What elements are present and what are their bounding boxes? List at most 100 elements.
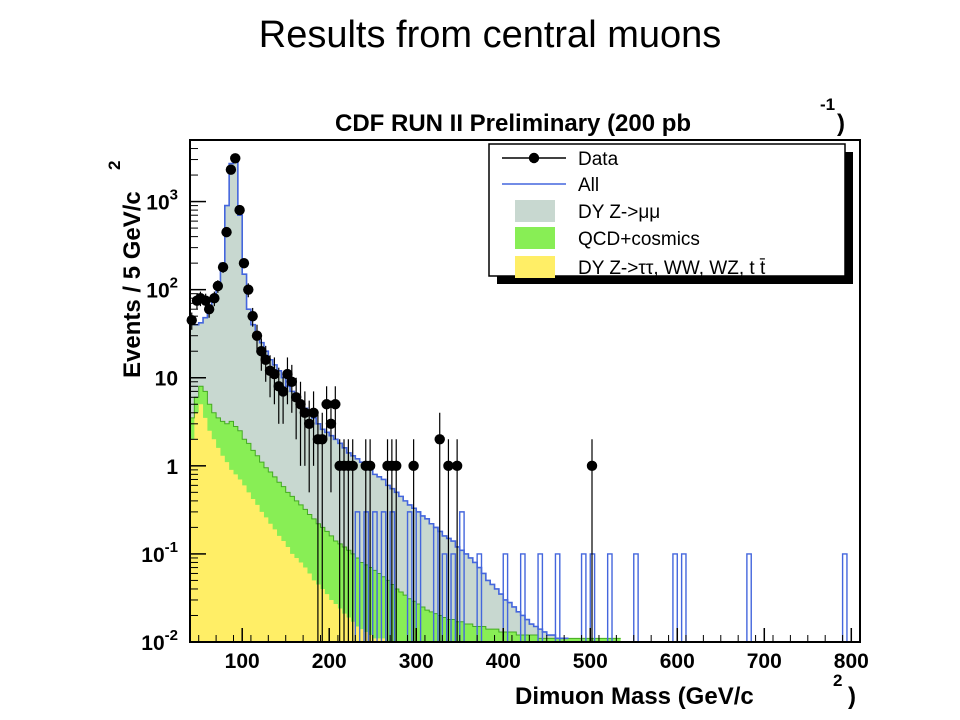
y-tick-label-base: 1 xyxy=(166,456,178,479)
data-point xyxy=(243,284,254,295)
data-point xyxy=(286,376,298,387)
all-spike-bin xyxy=(502,553,509,642)
data-point xyxy=(269,368,280,380)
x-tick-label: 100 xyxy=(225,650,260,673)
x-tick-label: 200 xyxy=(312,650,347,673)
y-tick-label-base: 10 xyxy=(146,192,169,215)
all-spike-bin xyxy=(633,553,639,642)
all-spike-bin xyxy=(406,511,413,642)
x-axis-label-text: Dimuon Mass (GeV/c xyxy=(515,683,754,710)
y-tick-label-exponent: 3 xyxy=(170,187,178,204)
y-tick-label: 10 xyxy=(155,368,178,391)
data-point xyxy=(451,460,463,472)
legend: Data All DY Z->μμ QCD+cosmics DY Z->ττ, WW, … xyxy=(488,143,853,284)
data-point xyxy=(260,354,271,365)
data-point xyxy=(434,434,445,445)
y-tick-label-base: 10 xyxy=(146,280,169,303)
y-axis-label-text: Events / 5 GeV/c xyxy=(119,191,146,378)
all-spike-bin xyxy=(519,553,526,642)
y-tick-label-exponent: -2 xyxy=(165,627,178,644)
legend-items: Data All DY Z->μμ QCD+cosmics DY Z->ττ, WW, … xyxy=(502,149,766,279)
data-point xyxy=(308,407,319,418)
y-tick-label: 10-1 xyxy=(141,539,178,567)
x-axis-label: Dimuon Mass (GeV/c 2 ) xyxy=(515,671,856,710)
all-spike-bin xyxy=(680,553,687,642)
x-tick-label: 500 xyxy=(573,650,608,673)
data-point xyxy=(364,460,376,472)
data-point xyxy=(221,226,232,238)
data-point xyxy=(212,280,224,292)
all-spike-bin xyxy=(380,511,387,642)
data-point xyxy=(321,399,332,410)
y-tick-label: 1 xyxy=(166,456,178,479)
data-point xyxy=(330,399,341,410)
data-point xyxy=(234,204,245,216)
legend-qcd-label: QCD+cosmics xyxy=(578,229,700,250)
all-spike-bin xyxy=(554,553,561,642)
data-point xyxy=(586,460,598,472)
legend-qcd-swatch xyxy=(515,227,555,249)
dy-ztautau-ww-wz-tt-fill xyxy=(190,404,386,642)
data-point xyxy=(408,460,419,472)
data-point xyxy=(251,330,263,341)
data-point xyxy=(277,386,289,397)
all-spike-bin xyxy=(354,511,361,642)
all-spike-bin xyxy=(459,511,465,642)
y-tick-label-base: 10 xyxy=(141,632,164,655)
chart-title: CDF RUN II Preliminary (200 pb -1 ) xyxy=(335,95,845,137)
y-tick-label-exponent: 2 xyxy=(170,275,178,292)
y-tick-label: 10-2 xyxy=(141,627,178,655)
data-point xyxy=(443,460,454,472)
legend-dy-label: DY Z->μμ xyxy=(578,202,660,223)
data-point xyxy=(209,292,220,304)
legend-data-label: Data xyxy=(578,149,619,170)
all-spike-bin xyxy=(415,511,422,642)
axis-ticks: 100 200 300 400 500 600 700 80010-210-111010210… xyxy=(141,139,869,673)
y-tick-label-base: 10 xyxy=(155,368,178,391)
y-tick-label: 102 xyxy=(146,275,178,303)
all-spike-bin xyxy=(432,526,439,642)
y-axis-label-superscript: 2 xyxy=(105,161,124,170)
all-spike-bin xyxy=(441,553,448,642)
x-tick-label: 800 xyxy=(834,650,869,673)
all-spike-bin xyxy=(450,553,457,642)
legend-dy-swatch xyxy=(515,200,555,222)
slide-title: Results from central muons xyxy=(258,14,722,56)
all-spike-bin xyxy=(476,553,483,642)
all-spike-bin xyxy=(537,553,544,642)
x-axis-label-superscript: 2 xyxy=(833,671,842,690)
data-points-layer xyxy=(186,153,598,642)
x-axis-label-suffix: ) xyxy=(848,683,856,710)
data-point xyxy=(299,407,311,418)
data-point xyxy=(225,164,237,175)
chart-title-suffix: ) xyxy=(837,110,845,137)
data-point xyxy=(256,346,267,357)
x-tick-label: 700 xyxy=(747,650,782,673)
all-spike-bin xyxy=(372,511,378,642)
data-point xyxy=(247,310,258,322)
data-point xyxy=(391,460,402,472)
legend-other-swatch xyxy=(515,256,555,278)
legend-data-marker xyxy=(528,152,540,164)
x-tick-label: 300 xyxy=(399,650,434,673)
all-spike-bin xyxy=(746,553,752,642)
data-point xyxy=(200,295,211,306)
y-tick-label: 103 xyxy=(146,187,178,215)
data-point xyxy=(347,460,358,472)
data-point xyxy=(295,399,306,410)
legend-all-label: All xyxy=(578,175,599,196)
all-spike-bin xyxy=(606,553,613,642)
y-tick-label-base: 10 xyxy=(141,544,164,567)
y-tick-label-exponent: -1 xyxy=(165,539,178,556)
x-tick-label: 600 xyxy=(660,650,695,673)
data-point xyxy=(304,418,315,430)
all-spike-bin xyxy=(580,553,587,642)
chart-title-superscript: -1 xyxy=(820,95,835,114)
legend-other-label: DY Z->ττ, WW, WZ, t t̄ xyxy=(578,258,766,279)
data-point xyxy=(282,368,293,380)
chart-title-text: CDF RUN II Preliminary (200 pb xyxy=(335,110,691,137)
data-point xyxy=(238,257,250,269)
data-point xyxy=(230,153,241,164)
all-spike-bin xyxy=(841,553,848,642)
